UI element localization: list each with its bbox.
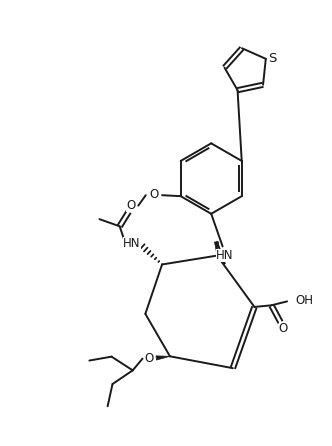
Text: HN: HN bbox=[123, 237, 141, 250]
Text: O: O bbox=[279, 322, 288, 334]
Text: O: O bbox=[144, 352, 154, 365]
Polygon shape bbox=[214, 242, 218, 256]
Text: OH: OH bbox=[295, 293, 313, 306]
Text: O: O bbox=[149, 188, 158, 202]
Text: HN: HN bbox=[216, 249, 233, 262]
Text: O: O bbox=[126, 198, 135, 211]
Text: S: S bbox=[268, 52, 277, 65]
Polygon shape bbox=[156, 356, 170, 360]
